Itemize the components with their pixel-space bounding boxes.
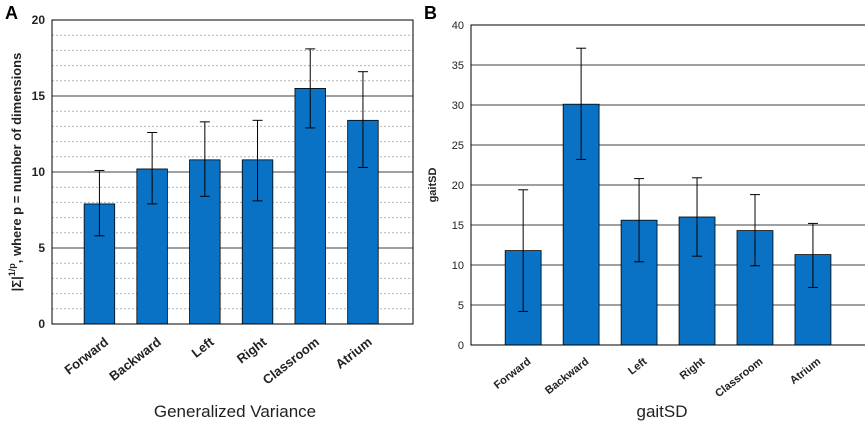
x-tick-label: Classroom xyxy=(260,334,322,387)
chart-panel-b: Forward Backward Left Right Classroom Atrium 0… xyxy=(452,20,865,400)
y-tick-label: 5 xyxy=(458,300,464,312)
x-tick-label: Backward xyxy=(543,356,591,397)
y-label-a-suffix: , where p = number of dimensions xyxy=(9,53,24,264)
axes-frame xyxy=(470,24,865,346)
y-label-a-prefix: |Σ| xyxy=(9,276,24,291)
x-axis-label-b: gaitSD xyxy=(636,402,687,421)
x-tick-label: Forward xyxy=(492,356,534,392)
y-tick-label: 15 xyxy=(32,89,46,103)
y-axis-label-b: gaitSD xyxy=(427,168,439,203)
x-tick-label: Right xyxy=(678,355,708,382)
y-label-a-sup: 1/p xyxy=(7,263,17,277)
x-tick-label: Forward xyxy=(62,334,112,377)
y-tick-label: 40 xyxy=(452,20,464,32)
x-tick-label: Atrium xyxy=(332,334,374,372)
y-tick-label: 10 xyxy=(452,260,464,272)
x-axis-label-a: Generalized Variance xyxy=(154,402,316,421)
y-tick-label: 10 xyxy=(32,165,46,179)
y-tick-label: 0 xyxy=(38,317,45,331)
axes-frame xyxy=(51,19,414,325)
y-tick-label: 15 xyxy=(452,220,464,232)
y-tick-label: 5 xyxy=(38,241,45,255)
x-tick-label: Atrium xyxy=(788,355,823,386)
x-tick-label: Left xyxy=(626,355,650,377)
panel-letter-b: B xyxy=(424,3,437,23)
y-tick-label: 0 xyxy=(458,340,464,352)
panel-letter-a: A xyxy=(5,3,18,23)
y-tick-label: 20 xyxy=(32,13,46,27)
x-tick-label: Right xyxy=(234,334,270,367)
y-tick-label: 30 xyxy=(452,100,464,112)
y-tick-label: 25 xyxy=(452,140,464,152)
x-tick-label: Classroom xyxy=(713,355,765,400)
y-tick-label: 35 xyxy=(452,60,464,72)
y-tick-label: 20 xyxy=(452,180,464,192)
x-tick-label: Backward xyxy=(106,334,164,384)
y-axis-label-a: |Σ|1/p, where p = number of dimensions xyxy=(7,53,24,292)
x-tick-label: Left xyxy=(189,334,218,361)
